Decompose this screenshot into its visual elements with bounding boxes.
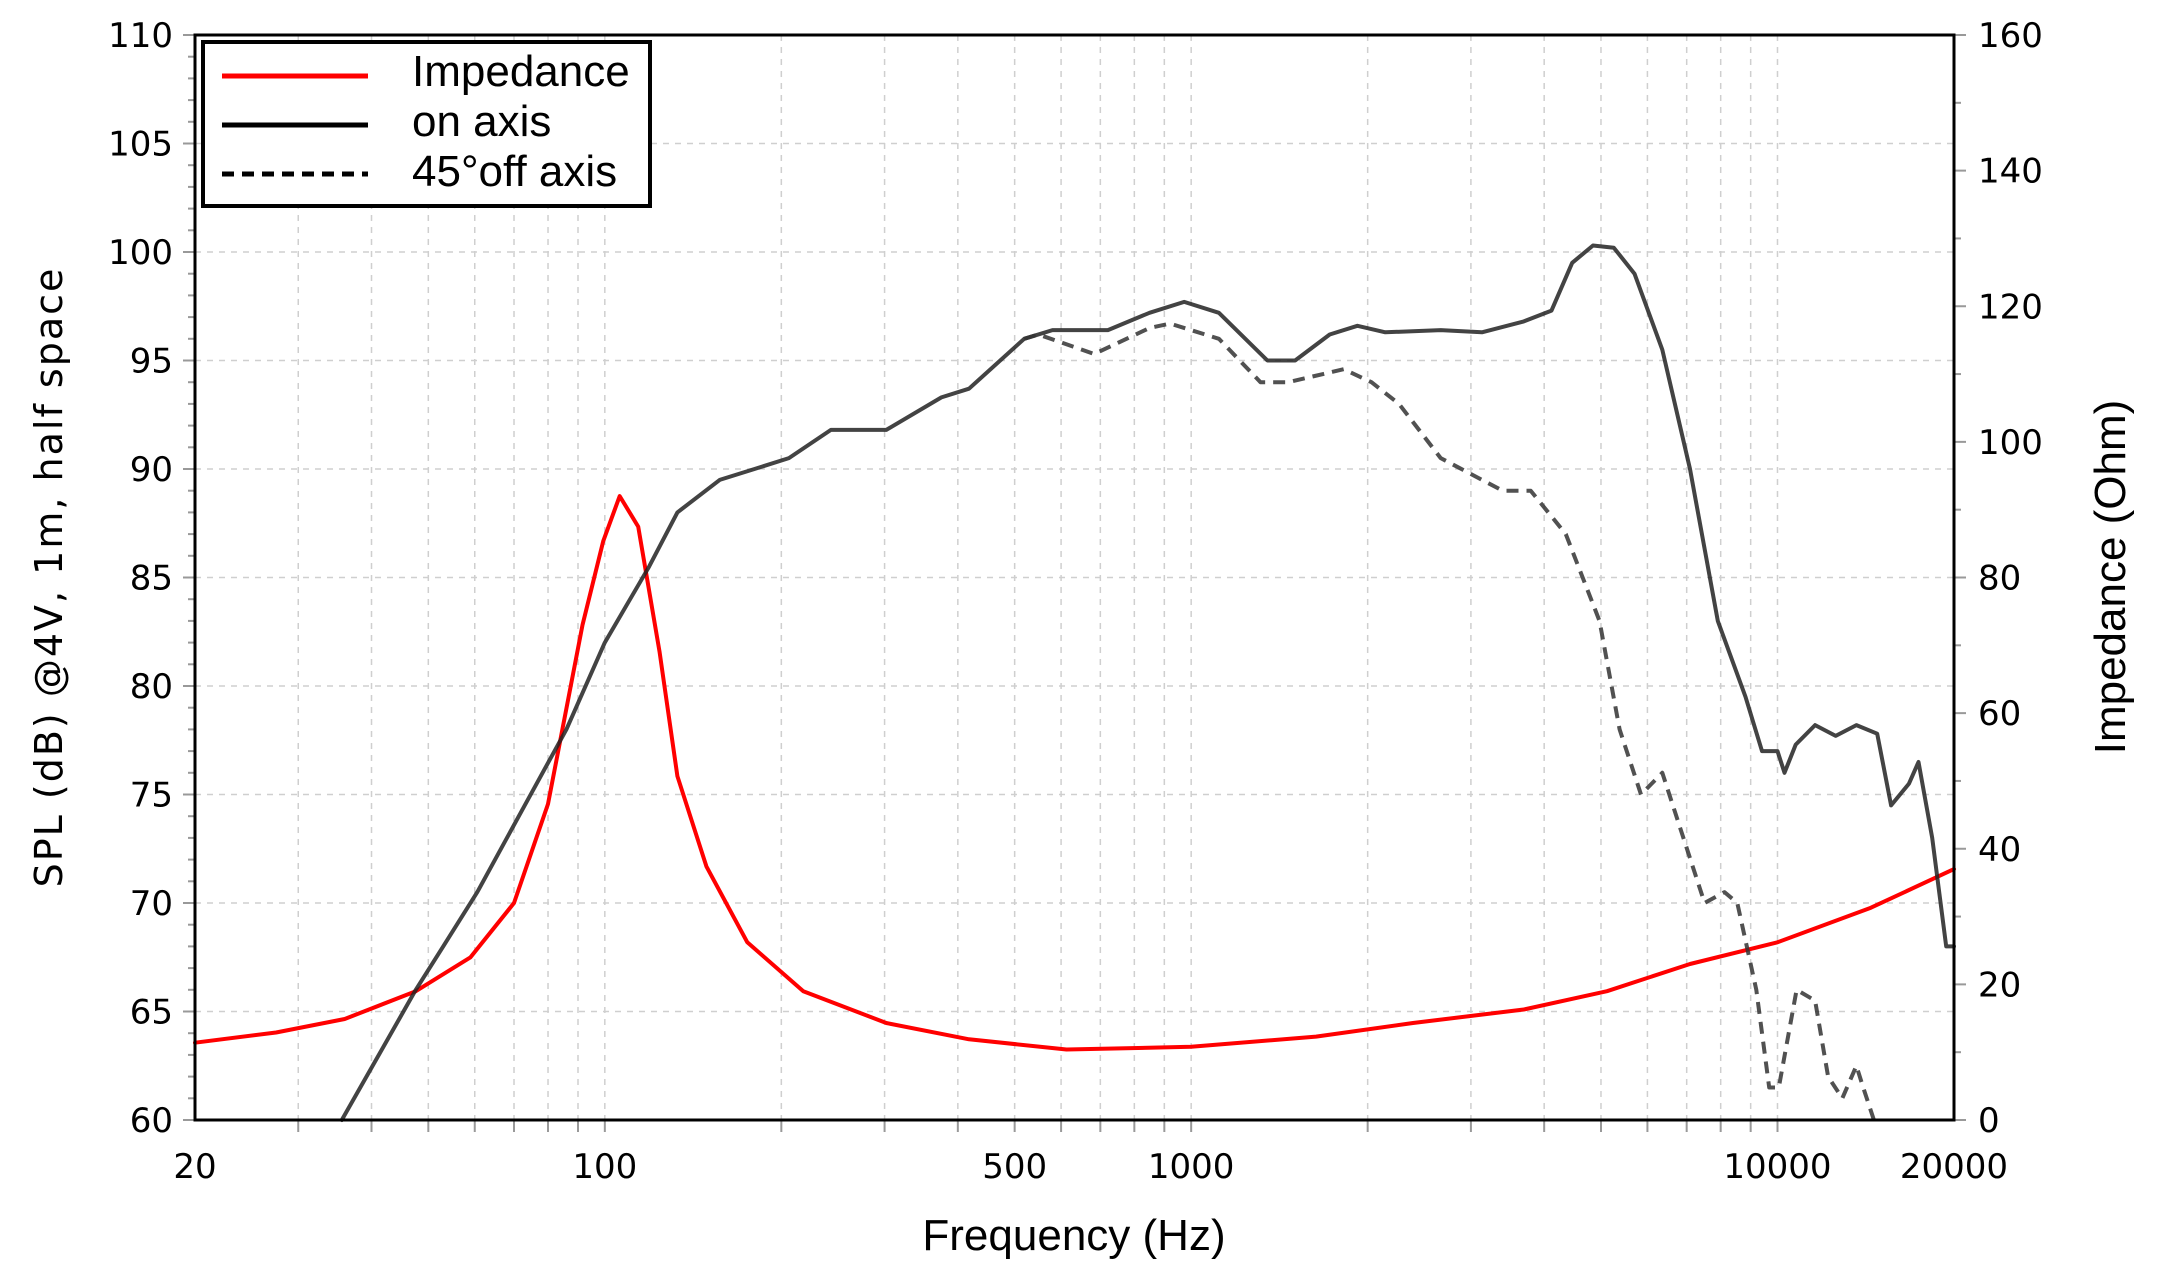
y2-tick-label: 60 (1978, 694, 2021, 734)
y-tick-label: 85 (130, 559, 173, 599)
y2-tick-label: 80 (1978, 559, 2021, 599)
series-line-impedance (193, 494, 1956, 1052)
series-layer (193, 243, 1956, 1122)
legend-label-on-axis: on axis (412, 97, 551, 146)
y2-tick-label: 120 (1978, 287, 2043, 327)
x-tick-label: 20 (173, 1147, 216, 1187)
x-tick-label: 10000 (1723, 1147, 1831, 1187)
y-tick-label: 110 (108, 16, 173, 56)
grid (195, 35, 1954, 1120)
y-tick-label: 65 (130, 993, 173, 1033)
x-tick-label: 20000 (1900, 1147, 2008, 1187)
y-tick-label: 105 (108, 125, 173, 165)
x-tick-label: 500 (982, 1147, 1047, 1187)
y-tick-label: 70 (130, 884, 173, 924)
series-line-on-axis (339, 243, 1956, 1122)
x-axis-label: Frequency (Hz) (922, 1211, 1225, 1260)
y2-tick-label: 160 (1978, 16, 2043, 56)
y-tick-label: 80 (130, 667, 173, 707)
y2-axis-label: Impedance (Ohm) (2086, 400, 2135, 755)
series-line-45-off-axis (1023, 321, 1876, 1121)
x-tick-label: 1000 (1148, 1147, 1235, 1187)
legend-label-impedance: Impedance (412, 47, 630, 96)
plot-frame (193, 33, 1956, 1122)
x-tick-label: 100 (572, 1147, 637, 1187)
y-tick-label: 100 (108, 233, 173, 273)
y-tick-label: 60 (130, 1101, 173, 1141)
y2-tick-label: 140 (1978, 152, 2043, 192)
y-tick-label: 95 (130, 342, 173, 382)
legend-label-off-axis: 45°off axis (412, 147, 617, 196)
y-axis-label: SPL (dB) @4V, 1m, half space (27, 267, 71, 888)
legend: Impedance on axis 45°off axis (201, 40, 652, 208)
y2-tick-label: 40 (1978, 830, 2021, 870)
y-tick-label: 75 (130, 776, 173, 816)
y2-tick-label: 20 (1978, 965, 2021, 1005)
y-tick-label: 90 (130, 450, 173, 490)
y2-tick-label: 100 (1978, 423, 2043, 463)
y2-tick-label: 0 (1978, 1101, 2000, 1141)
